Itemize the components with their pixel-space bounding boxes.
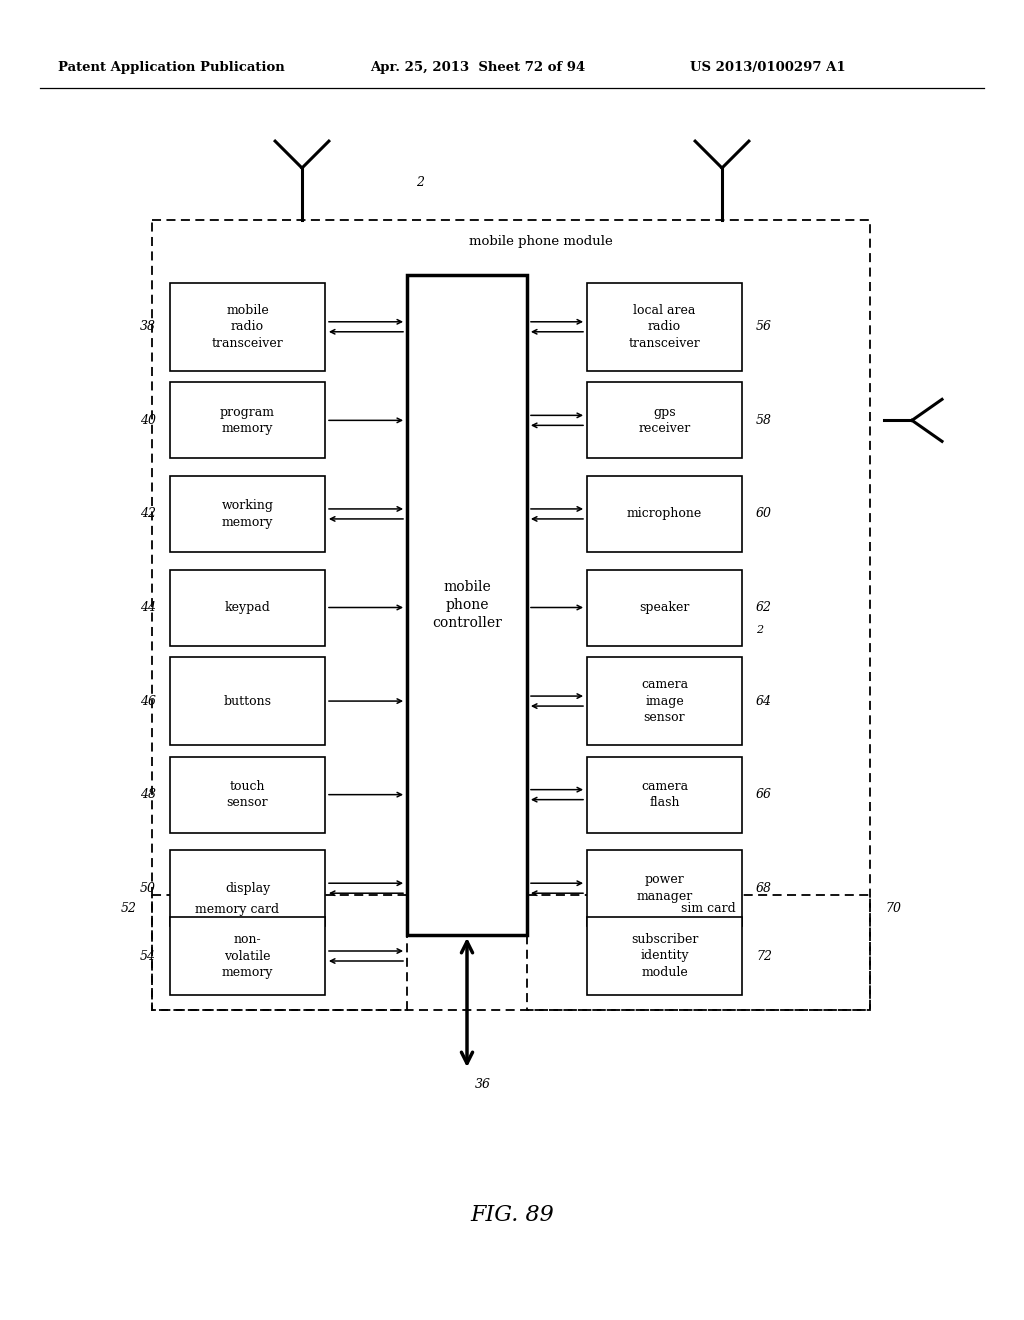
- Text: 48: 48: [140, 788, 156, 801]
- Text: program
memory: program memory: [220, 405, 275, 436]
- Bar: [587, 477, 742, 552]
- Text: Patent Application Publication: Patent Application Publication: [58, 62, 285, 74]
- Text: sim card: sim card: [681, 903, 736, 916]
- Text: 46: 46: [140, 694, 156, 708]
- Bar: [152, 220, 870, 1010]
- Text: FIG. 89: FIG. 89: [470, 1204, 554, 1226]
- Text: 40: 40: [140, 414, 156, 426]
- Text: 38: 38: [140, 321, 156, 333]
- Bar: [407, 275, 527, 935]
- Text: 2: 2: [756, 624, 763, 635]
- Bar: [170, 282, 325, 371]
- Text: 52: 52: [121, 903, 137, 916]
- Text: gps
receiver: gps receiver: [638, 405, 690, 436]
- Text: 50: 50: [140, 882, 156, 895]
- Bar: [587, 850, 742, 927]
- Text: 66: 66: [756, 788, 772, 801]
- Text: 72: 72: [756, 949, 772, 962]
- Text: 42: 42: [140, 507, 156, 520]
- Text: Apr. 25, 2013  Sheet 72 of 94: Apr. 25, 2013 Sheet 72 of 94: [370, 62, 586, 74]
- Text: local area
radio
transceiver: local area radio transceiver: [629, 304, 700, 350]
- Bar: [170, 477, 325, 552]
- Text: 60: 60: [756, 507, 772, 520]
- Text: speaker: speaker: [639, 601, 690, 614]
- Text: camera
flash: camera flash: [641, 780, 688, 809]
- Text: 56: 56: [756, 321, 772, 333]
- Bar: [170, 850, 325, 927]
- Text: mobile phone module: mobile phone module: [469, 235, 613, 248]
- Bar: [587, 383, 742, 458]
- Text: touch
sensor: touch sensor: [226, 780, 268, 809]
- Bar: [170, 383, 325, 458]
- Bar: [587, 569, 742, 645]
- Text: 44: 44: [140, 601, 156, 614]
- Text: 68: 68: [756, 882, 772, 895]
- Text: 64: 64: [756, 694, 772, 708]
- Text: subscriber
identity
module: subscriber identity module: [631, 933, 698, 979]
- Text: working
memory: working memory: [221, 499, 273, 529]
- Text: mobile
phone
controller: mobile phone controller: [432, 581, 502, 630]
- Text: US 2013/0100297 A1: US 2013/0100297 A1: [690, 62, 846, 74]
- Text: memory card: memory card: [195, 903, 280, 916]
- Bar: [170, 917, 325, 995]
- Bar: [170, 756, 325, 833]
- Text: 2: 2: [416, 176, 424, 189]
- Text: mobile
radio
transceiver: mobile radio transceiver: [212, 304, 284, 350]
- Bar: [527, 895, 870, 1010]
- Bar: [587, 657, 742, 744]
- Text: 70: 70: [885, 903, 901, 916]
- Bar: [587, 756, 742, 833]
- Text: non-
volatile
memory: non- volatile memory: [222, 933, 273, 979]
- Bar: [170, 569, 325, 645]
- Bar: [170, 657, 325, 744]
- Text: display: display: [225, 882, 270, 895]
- Bar: [152, 895, 407, 1010]
- Text: 62: 62: [756, 601, 772, 614]
- Bar: [587, 917, 742, 995]
- Text: 58: 58: [756, 414, 772, 426]
- Text: microphone: microphone: [627, 507, 702, 520]
- Text: power
manager: power manager: [636, 874, 692, 903]
- Text: camera
image
sensor: camera image sensor: [641, 678, 688, 725]
- Bar: [587, 282, 742, 371]
- Text: keypad: keypad: [224, 601, 270, 614]
- Text: 54: 54: [140, 949, 156, 962]
- Text: buttons: buttons: [223, 694, 271, 708]
- Text: 36: 36: [475, 1077, 490, 1090]
